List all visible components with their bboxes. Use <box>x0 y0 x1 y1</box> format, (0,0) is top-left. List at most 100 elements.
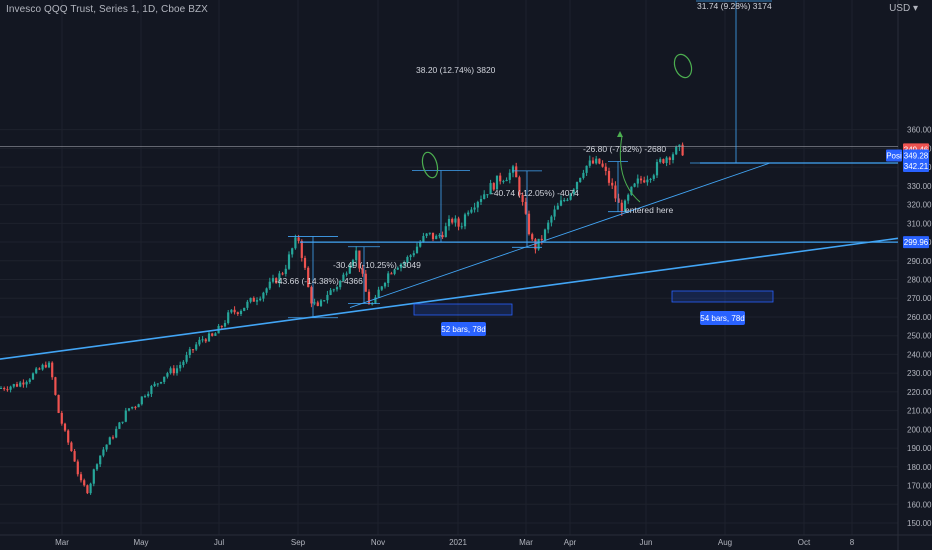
candle-body <box>31 373 35 380</box>
drop-4-label: -26.80 (-7.82%) -2680 <box>583 144 666 154</box>
candle-body <box>348 266 351 274</box>
candle-body <box>191 349 195 351</box>
candle-body <box>540 238 543 241</box>
candle-body <box>463 214 467 227</box>
candle-body <box>364 273 367 292</box>
price-tag-342-21[interactable] <box>903 159 929 172</box>
candle-body <box>172 368 175 374</box>
candle-body <box>182 361 185 366</box>
candle-body <box>415 246 419 254</box>
candle-body <box>300 240 303 258</box>
candle-body <box>547 222 550 230</box>
rise-2-label: 31.74 (9.28%) 3174 <box>697 1 772 11</box>
candle-body <box>156 383 159 385</box>
candle-body <box>681 144 684 156</box>
candle-body <box>643 180 646 183</box>
candle-body <box>511 166 515 173</box>
candle-body <box>566 199 569 201</box>
candle-body <box>553 209 556 217</box>
candle-body <box>166 373 169 377</box>
candle-body <box>294 237 297 249</box>
candle-body <box>185 355 188 362</box>
candle-body <box>518 177 521 196</box>
y-tick-label: 360.00 <box>907 126 932 135</box>
candle-body <box>159 381 163 384</box>
currency-label[interactable]: USD ▾ <box>889 3 918 14</box>
candle-body <box>531 234 534 240</box>
y-tick-label: 220.00 <box>907 388 932 397</box>
entry-annotation: entered here <box>625 205 673 215</box>
candle-body <box>57 394 60 413</box>
candle-body <box>527 213 531 235</box>
candle-body <box>473 207 476 210</box>
candle-body <box>563 200 566 202</box>
x-tick-label: May <box>133 538 148 547</box>
rise-1-label: 38.20 (12.74%) 3820 <box>416 65 496 75</box>
candle-body <box>476 201 479 208</box>
candle-body <box>265 288 268 293</box>
candle-body <box>233 309 236 313</box>
candle-body <box>262 292 265 299</box>
x-tick-label: Nov <box>371 538 385 547</box>
candle-body <box>495 175 499 190</box>
candle-body <box>67 430 70 443</box>
candle-body <box>0 388 3 390</box>
price-tag-349-28[interactable] <box>903 149 929 162</box>
candle-body <box>585 165 588 173</box>
symbol-title: Invesco QQQ Trust, Series 1, 1D, Cboe BZ… <box>6 4 208 15</box>
candle-body <box>431 232 435 240</box>
candle-body <box>633 183 636 187</box>
x-tick-label: Oct <box>798 538 811 547</box>
candle-body <box>89 483 92 494</box>
candle-body <box>409 255 412 257</box>
y-tick-label: 230.00 <box>907 369 932 378</box>
candle-body <box>236 312 239 314</box>
y-tick-label: 260.00 <box>907 313 932 322</box>
candle-body <box>428 232 431 234</box>
price-tag-posi-text: Posi <box>886 152 902 161</box>
y-tick-label: 240.00 <box>907 350 932 359</box>
candle-body <box>303 257 307 268</box>
candle-body <box>307 267 310 288</box>
candle-body <box>121 421 124 423</box>
candle-body <box>275 278 278 284</box>
candle-body <box>249 297 252 302</box>
candle-body <box>649 178 652 180</box>
drop-3-label: -40.74 (-12.05%) -4074 <box>491 188 579 198</box>
currency-code: USD <box>889 3 911 14</box>
candle-body <box>403 262 406 265</box>
candle-body <box>284 268 287 274</box>
candle-body <box>543 229 547 241</box>
candle-body <box>12 384 15 387</box>
candle-body <box>479 199 483 202</box>
candle-body <box>505 179 508 182</box>
drop-2-label: -30.49 (-10.25%) -3049 <box>333 260 421 270</box>
candle-body <box>412 253 415 256</box>
candle-body <box>435 235 438 240</box>
candle-body <box>569 193 572 200</box>
date-range-1-badge <box>441 322 486 336</box>
highlight-ellipse-top <box>673 53 693 79</box>
candle-body <box>230 309 233 313</box>
candle-body <box>665 157 668 164</box>
drop-1-label: -43.66 (-14.38%) -4366 <box>275 276 363 286</box>
y-tick-label: 200.00 <box>907 425 932 434</box>
candle-body <box>175 368 179 374</box>
candle-body <box>92 469 95 484</box>
candle-body <box>550 216 553 223</box>
candle-body <box>335 287 339 290</box>
x-tick-label: Apr <box>564 538 577 547</box>
price-tag-299-96[interactable] <box>903 236 929 249</box>
x-tick-label: Mar <box>519 538 533 547</box>
price-tag-posi[interactable] <box>886 149 902 162</box>
candle-body <box>188 349 191 356</box>
x-tick-label: Mar <box>55 538 69 547</box>
candle-body <box>444 226 447 238</box>
candle-body <box>358 250 361 269</box>
candle-body <box>214 333 217 336</box>
y-tick-label: 330.00 <box>907 182 932 191</box>
candle-body <box>211 333 214 336</box>
candle-body <box>598 158 601 164</box>
y-tick-label: 320.00 <box>907 201 932 210</box>
